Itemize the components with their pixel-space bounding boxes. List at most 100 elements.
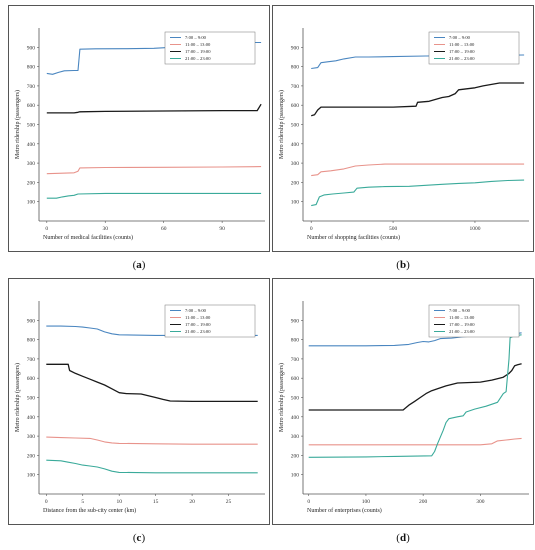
x-tick-label: 100 xyxy=(362,499,371,505)
legend-entry: 21:00 – 23:00 xyxy=(185,329,211,334)
y-tick-label: 600 xyxy=(291,103,300,109)
y-tick-label: 300 xyxy=(291,161,300,167)
y-tick-label: 200 xyxy=(291,180,300,186)
series-line-4 xyxy=(308,334,522,458)
legend-entry: 17:00 – 19:00 xyxy=(449,49,475,54)
y-tick-label: 200 xyxy=(27,180,36,186)
legend-entry: 11:00 – 13:00 xyxy=(449,42,475,47)
series-line-3 xyxy=(46,363,258,403)
y-tick-label: 800 xyxy=(27,65,36,71)
y-tick-label: 100 xyxy=(27,200,36,206)
chart-panel-b: 100 200 300 400 500 600 700 800 900 0 500 1000 Numbe… xyxy=(272,5,534,252)
y-tick-label: 300 xyxy=(291,434,300,440)
series-line-3 xyxy=(311,82,525,117)
y-tick-label: 100 xyxy=(27,473,36,479)
x-axis-label: Number of shopping facilities (counts) xyxy=(307,234,400,241)
y-tick-label: 500 xyxy=(27,396,36,402)
x-axis-label: Distance from the sub-city center (km) xyxy=(43,507,136,514)
chart-panel-c: 100 200 300 400 500 600 700 800 900 0 5 10 15 20 25 Dis… xyxy=(8,278,270,525)
x-tick-label: 0 xyxy=(307,499,310,505)
legend-entry: 21:00 – 23:00 xyxy=(449,56,475,61)
x-tick-label: 5 xyxy=(81,499,84,505)
y-tick-label: 100 xyxy=(291,200,300,206)
x-tick-label: 20 xyxy=(189,499,195,505)
series-line-4 xyxy=(311,179,525,207)
legend-entry: 7:00 – 9:00 xyxy=(449,35,471,40)
legend-entry: 21:00 – 23:00 xyxy=(185,56,211,61)
y-tick-label: 700 xyxy=(291,84,300,90)
y-tick-label: 500 xyxy=(27,123,36,129)
y-tick-label: 200 xyxy=(291,453,300,459)
y-tick-label: 900 xyxy=(291,318,300,324)
legend-entry: 21:00 – 23:00 xyxy=(449,329,475,334)
y-tick-label: 800 xyxy=(27,338,36,344)
x-tick-label: 30 xyxy=(102,226,108,232)
x-tick-label: 60 xyxy=(161,226,167,232)
x-tick-label: 0 xyxy=(45,499,48,505)
y-tick-label: 600 xyxy=(291,376,300,382)
x-tick-label: 200 xyxy=(419,499,428,505)
series-line-3 xyxy=(308,363,522,411)
y-tick-label: 700 xyxy=(27,357,36,363)
y-axis-label: Metro ridership (passengers) xyxy=(14,90,21,159)
x-tick-label: 15 xyxy=(153,499,159,505)
y-axis-label: Metro ridership (passengers) xyxy=(278,90,285,159)
chart-svg-c: 100 200 300 400 500 600 700 800 900 0 5 10 15 20 25 Dis… xyxy=(14,301,265,514)
x-tick-label: 500 xyxy=(389,226,398,232)
y-tick-label: 900 xyxy=(291,45,300,51)
y-tick-label: 600 xyxy=(27,376,36,382)
x-axis-label: Number of medical facilities (counts) xyxy=(43,234,133,241)
legend-entry: 11:00 – 13:00 xyxy=(185,42,211,47)
y-tick-label: 100 xyxy=(291,473,300,479)
legend-entry: 17:00 – 19:00 xyxy=(449,322,475,327)
y-axis-label: Metro ridership (passengers) xyxy=(278,363,285,432)
y-tick-label: 400 xyxy=(27,142,36,148)
y-tick-label: 600 xyxy=(27,103,36,109)
y-tick-label: 900 xyxy=(27,45,36,51)
legend-entry: 11:00 – 13:00 xyxy=(185,315,211,320)
chart-svg-b: 100 200 300 400 500 600 700 800 900 0 500 1000 Numbe… xyxy=(278,28,529,241)
x-tick-label: 10 xyxy=(116,499,122,505)
y-tick-label: 500 xyxy=(291,396,300,402)
y-tick-label: 300 xyxy=(27,434,36,440)
series-line-4 xyxy=(46,192,262,199)
chart-caption-c: (c) xyxy=(132,532,146,544)
chart-caption-b: (b) xyxy=(396,259,410,271)
x-tick-label: 1000 xyxy=(469,226,480,232)
y-tick-label: 400 xyxy=(291,415,300,421)
series-line-2 xyxy=(311,163,525,177)
y-tick-label: 400 xyxy=(291,142,300,148)
series-line-4 xyxy=(46,459,258,474)
legend-entry: 17:00 – 19:00 xyxy=(185,49,211,54)
x-axis-label: Number of enterprises (counts) xyxy=(307,507,382,514)
series-line-3 xyxy=(46,103,262,114)
chart-svg-d: 100 200 300 400 500 600 700 800 900 0 100 200 300 Num… xyxy=(278,301,529,514)
legend-entry: 7:00 – 9:00 xyxy=(449,308,471,313)
series-line-2 xyxy=(46,166,262,175)
y-tick-label: 700 xyxy=(27,84,36,90)
y-axis-label: Metro ridership (passengers) xyxy=(14,363,21,432)
x-tick-label: 300 xyxy=(476,499,485,505)
y-tick-label: 800 xyxy=(291,338,300,344)
chart-svg-a: 100 200 300 400 500 600 700 800 900 0 30 60 90 Number… xyxy=(14,28,265,241)
x-tick-label: 25 xyxy=(226,499,232,505)
legend-entry: 17:00 – 19:00 xyxy=(185,322,211,327)
chart-panel-a: 100 200 300 400 500 600 700 800 900 0 30 60 90 Number… xyxy=(8,5,270,252)
y-tick-label: 800 xyxy=(291,65,300,71)
y-tick-label: 400 xyxy=(27,415,36,421)
y-tick-label: 700 xyxy=(291,357,300,363)
chart-panel-d: 100 200 300 400 500 600 700 800 900 0 100 200 300 Num… xyxy=(272,278,534,525)
y-tick-label: 300 xyxy=(27,161,36,167)
chart-caption-d: (d) xyxy=(396,532,410,544)
chart-caption-a: (a) xyxy=(132,259,146,271)
legend-entry: 7:00 – 9:00 xyxy=(185,308,207,313)
x-tick-label: 0 xyxy=(310,226,313,232)
series-line-2 xyxy=(308,437,522,446)
legend-entry: 7:00 – 9:00 xyxy=(185,35,207,40)
y-tick-label: 500 xyxy=(291,123,300,129)
x-tick-label: 90 xyxy=(219,226,225,232)
x-tick-label: 0 xyxy=(45,226,48,232)
y-tick-label: 900 xyxy=(27,318,36,324)
legend-entry: 11:00 – 13:00 xyxy=(449,315,475,320)
y-tick-label: 200 xyxy=(27,453,36,459)
